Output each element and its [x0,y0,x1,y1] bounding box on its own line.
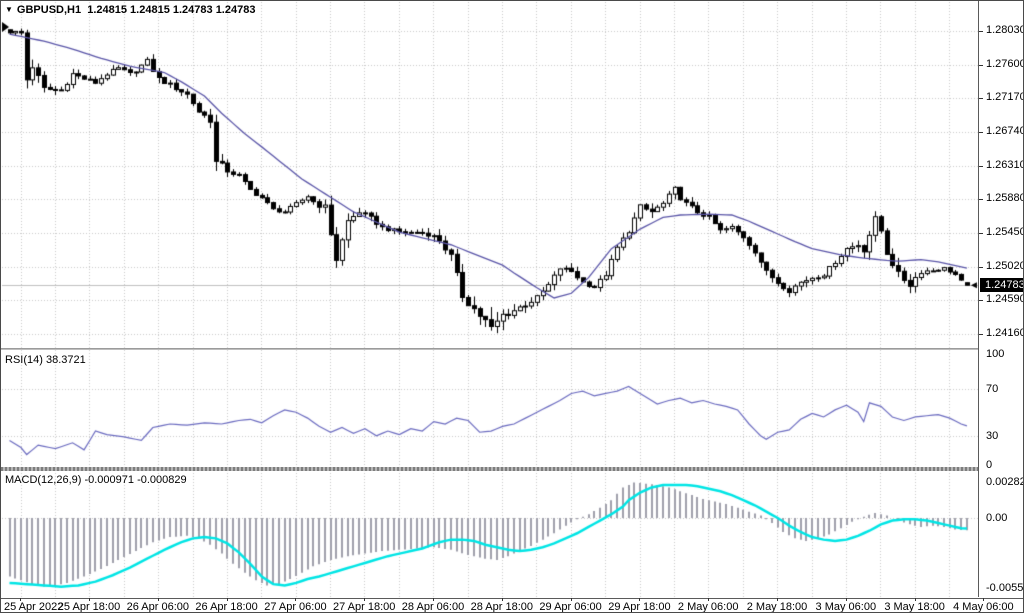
macd-axis-label: -0.005507 [986,582,1024,595]
time-axis-tick [89,598,90,601]
time-axis-tick [502,598,503,601]
time-axis-label: 29 Apr 06:00 [539,601,602,613]
time-axis-tick [708,598,709,601]
current-price-box: 1.24783 [980,278,1023,293]
price-axis-label: 1.26740 [986,125,1024,137]
price-axis-label: 1.26310 [986,158,1024,171]
axis-tick-mark [979,199,983,200]
macd-axis-label: 0.002828 [986,476,1023,489]
time-axis-label: 2 May 18:00 [746,601,808,613]
price-axis-label: 1.25450 [986,226,1024,238]
axis-tick-mark [979,132,983,133]
macd-indicator-label: MACD(12,26,9) -0.000971 -0.000829 [5,474,187,486]
time-axis-label: 28 Apr 18:00 [470,601,533,613]
time-axis-label: 4 May 06:00 [953,601,1014,613]
time-axis-tick [433,598,434,601]
axis-tick-mark [979,233,983,234]
time-axis-tick [571,598,572,601]
price-axis-label: 1.24160 [986,327,1024,339]
time-axis-label: 2 May 06:00 [677,601,739,613]
price-axis-label: 1.25020 [986,259,1024,272]
time-axis-tick [227,598,228,601]
macd-axis-label: 0.00 [986,512,1008,524]
panel-separator[interactable] [1,348,978,350]
time-axis-tick [846,598,847,601]
rsi-axis-label: 100 [986,347,1005,360]
axis-tick-mark [979,267,983,268]
time-axis-label: 25 Apr 18:00 [57,601,121,613]
time-axis-label: 3 May 18:00 [884,601,945,613]
time-axis-tick [20,598,21,601]
rsi-axis-label: 70 [986,382,999,395]
price-axis[interactable]: 1.24783 1.28030 1.27600 1.27170 1.26740 1.26… [978,1,1024,597]
axis-tick-mark [979,98,983,99]
rsi-axis-label: 0 [986,459,993,471]
axis-tick-mark [979,31,983,32]
axis-tick-mark [979,65,983,66]
price-axis-label: 1.24590 [986,293,1024,306]
time-axis-tick [777,598,778,601]
time-axis-label: 3 May 06:00 [815,601,877,613]
axis-tick-mark [979,166,983,167]
rsi-indicator-label: RSI(14) 38.3721 [5,354,86,366]
time-axis-label: 25 Apr 2022 [4,601,64,613]
time-axis-tick [639,598,640,601]
time-axis-tick [915,598,916,601]
time-axis-label: 26 Apr 18:00 [195,601,258,613]
time-axis-label: 27 Apr 06:00 [264,601,327,613]
time-axis-tick [158,598,159,601]
time-axis-label: 26 Apr 06:00 [126,601,189,613]
time-axis-label: 27 Apr 18:00 [332,601,396,613]
time-axis[interactable]: 25 Apr 2022 25 Apr 18:00 26 Apr 06:00 26 Ap… [1,598,1023,613]
chart-symbol-label: GBPUSD,H1 [16,4,82,16]
price-axis-label: 1.25880 [986,192,1024,205]
price-axis-label: 1.28030 [986,24,1024,36]
time-axis-tick [983,598,984,601]
axis-tick-mark [979,300,983,301]
panel-separator[interactable] [1,467,978,471]
axis-tick-mark [979,334,983,335]
chart-ohlc-values: 1.24815 1.24815 1.24783 1.24783 [87,4,256,16]
price-axis-label: 1.27170 [986,91,1024,104]
time-axis-tick [295,598,296,601]
time-axis-label: 28 Apr 06:00 [401,601,465,613]
chart-title: ▼ GBPUSD,H1 1.24815 1.24815 1.24783 1.247… [5,4,255,16]
time-axis-label: 29 Apr 18:00 [608,601,671,613]
time-axis-tick [364,598,365,601]
triangle-down-icon: ▼ [5,5,13,14]
price-axis-label: 1.27600 [986,57,1024,70]
rsi-axis-label: 30 [986,429,999,442]
